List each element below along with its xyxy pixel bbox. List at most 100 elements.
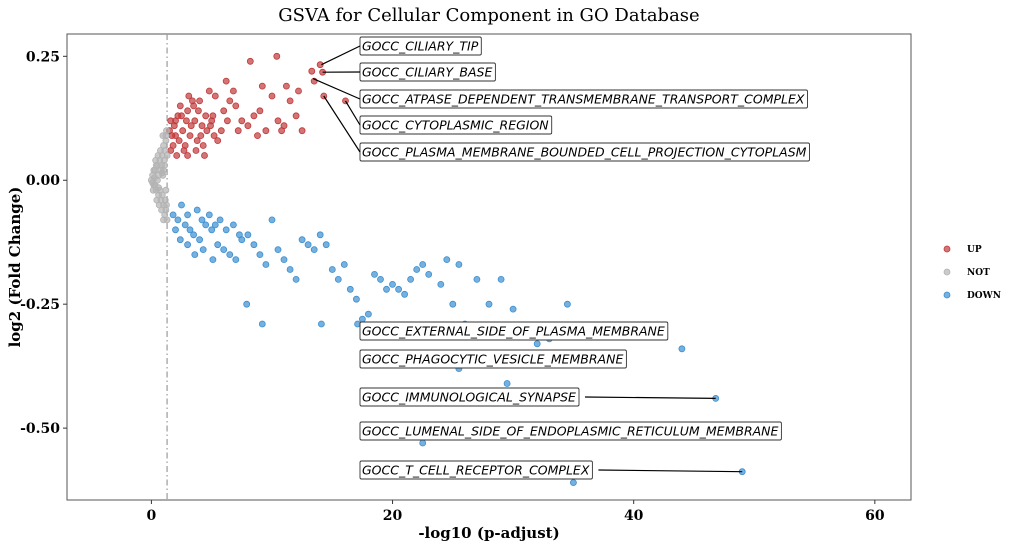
point-up	[184, 152, 192, 159]
annotation-label: GOCC_CYTOPLASMIC_REGION	[344, 100, 553, 135]
point-up	[174, 112, 182, 120]
point-down	[274, 246, 282, 254]
annotation-leader-line	[321, 45, 361, 66]
point-up	[179, 127, 187, 135]
point-down	[198, 216, 206, 224]
legend-label-not: NOT	[967, 268, 990, 278]
point-up	[268, 92, 276, 100]
point-up	[274, 117, 282, 125]
point-down	[443, 256, 451, 264]
point-not	[152, 156, 160, 164]
point-up	[210, 132, 218, 140]
point-up	[184, 107, 192, 115]
annotation-leader-line	[584, 396, 716, 399]
point-up	[199, 142, 207, 149]
point-down	[316, 231, 324, 239]
point-down	[364, 310, 372, 318]
point-down	[407, 275, 415, 283]
point-down	[235, 231, 243, 239]
point-up	[222, 77, 230, 85]
annotation-text: GOCC_CILIARY_BASE	[362, 65, 492, 80]
point-up	[196, 97, 204, 105]
x-tick-label: 20	[383, 508, 403, 524]
point-not	[158, 169, 166, 177]
point-up	[217, 127, 225, 135]
annotation-box	[359, 460, 593, 480]
annotation-leader-line	[312, 78, 361, 100]
point-not	[150, 174, 158, 182]
annotation-box	[359, 387, 580, 407]
point-up	[298, 127, 306, 135]
point-up	[193, 137, 201, 145]
point-up	[172, 132, 179, 140]
point-down	[199, 246, 207, 254]
point-not	[155, 184, 163, 192]
point-down	[340, 261, 348, 268]
point-down	[205, 211, 213, 219]
annotation-text: GOCC_T_CELL_RECEPTOR_COMPLEX	[362, 463, 590, 478]
annotation-leader-line	[598, 469, 743, 473]
point-down	[169, 211, 177, 219]
x-tick-label: 60	[865, 508, 885, 524]
point-down	[222, 226, 230, 234]
point-down	[425, 270, 433, 278]
point-down	[184, 211, 192, 219]
point-down	[186, 226, 194, 234]
point-down	[317, 320, 325, 328]
point-up	[167, 117, 175, 125]
point-down	[286, 266, 294, 273]
legend-marker-not	[943, 268, 951, 276]
y-tick-label: 0.25	[26, 49, 60, 65]
point-down	[174, 216, 182, 224]
point-down	[250, 241, 258, 249]
point-down	[229, 221, 237, 229]
point-not	[153, 196, 161, 204]
point-up	[223, 117, 231, 125]
annotation-text: GOCC_EXTERNAL_SIDE_OF_PLASMA_MEMBRANE	[362, 324, 665, 339]
point-down	[419, 439, 427, 447]
point-up	[198, 122, 206, 130]
point-up	[295, 87, 302, 95]
point-up	[192, 147, 200, 154]
point-down	[209, 256, 217, 264]
point-down	[334, 275, 342, 283]
point-down	[352, 295, 360, 303]
point-down	[564, 300, 571, 308]
point-down	[358, 315, 366, 323]
legend-label-up: UP	[967, 245, 982, 255]
point-down	[211, 221, 219, 229]
point-not	[163, 201, 170, 209]
point-up	[244, 122, 252, 130]
point-up	[209, 112, 217, 120]
point-up	[258, 82, 266, 90]
point-up	[250, 112, 258, 120]
point-down	[243, 300, 251, 308]
annotation-label: GOCC_T_CELL_RECEPTOR_COMPLEX	[359, 460, 743, 480]
point-down	[328, 266, 336, 273]
point-up	[254, 132, 261, 140]
point-up	[292, 112, 300, 120]
point-up	[273, 52, 281, 60]
point-up	[203, 127, 211, 135]
point-down	[181, 221, 189, 229]
annotation-label: GOCC_PLASMA_MEMBRANE_BOUNDED_CELL_PROJEC…	[323, 95, 810, 162]
point-down	[256, 251, 264, 259]
chart-title: GSVA for Cellular Component in GO Databa…	[278, 5, 699, 26]
point-down	[533, 340, 541, 348]
point-up	[186, 132, 194, 140]
point-down	[262, 261, 270, 268]
point-up	[176, 102, 184, 110]
point-down	[176, 236, 184, 244]
point-up	[308, 67, 316, 75]
point-up	[187, 122, 195, 130]
point-down	[220, 246, 228, 254]
point-up	[201, 152, 208, 159]
annotation-label: GOCC_IMMUNOLOGICAL_SYNAPSE	[359, 387, 716, 407]
annotation-label: GOCC_CILIARY_TIP	[321, 36, 482, 66]
point-up	[316, 61, 324, 69]
y-tick-label: -0.50	[20, 421, 60, 437]
annotation-text: GOCC_CILIARY_TIP	[362, 39, 479, 54]
point-down	[503, 380, 511, 387]
legend-marker-down	[943, 291, 951, 299]
